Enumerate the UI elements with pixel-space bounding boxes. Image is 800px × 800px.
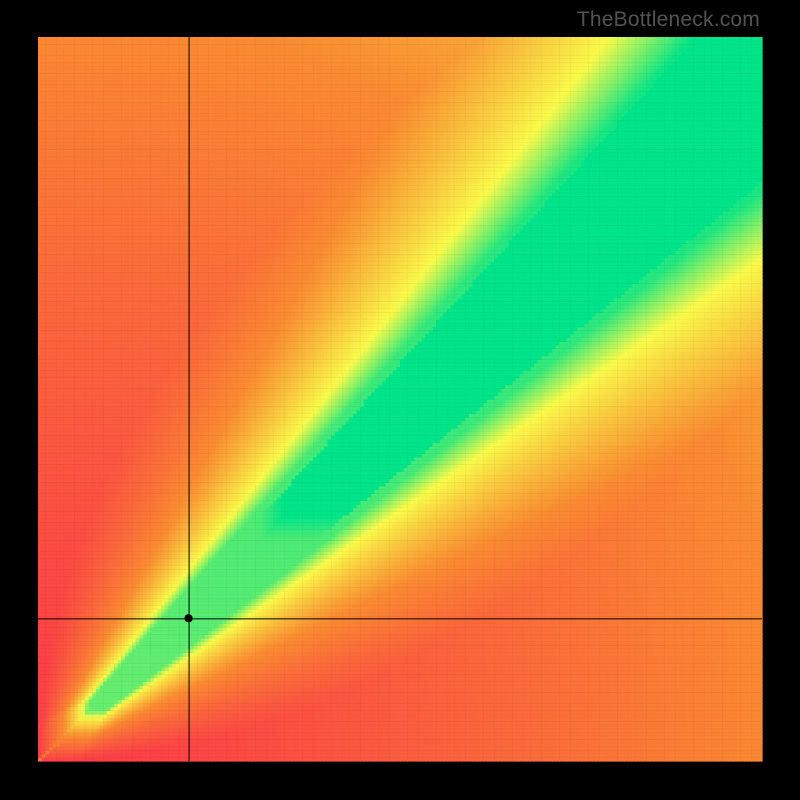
watermark-text: TheBottleneck.com bbox=[577, 8, 760, 32]
bottleneck-heatmap bbox=[0, 0, 800, 800]
